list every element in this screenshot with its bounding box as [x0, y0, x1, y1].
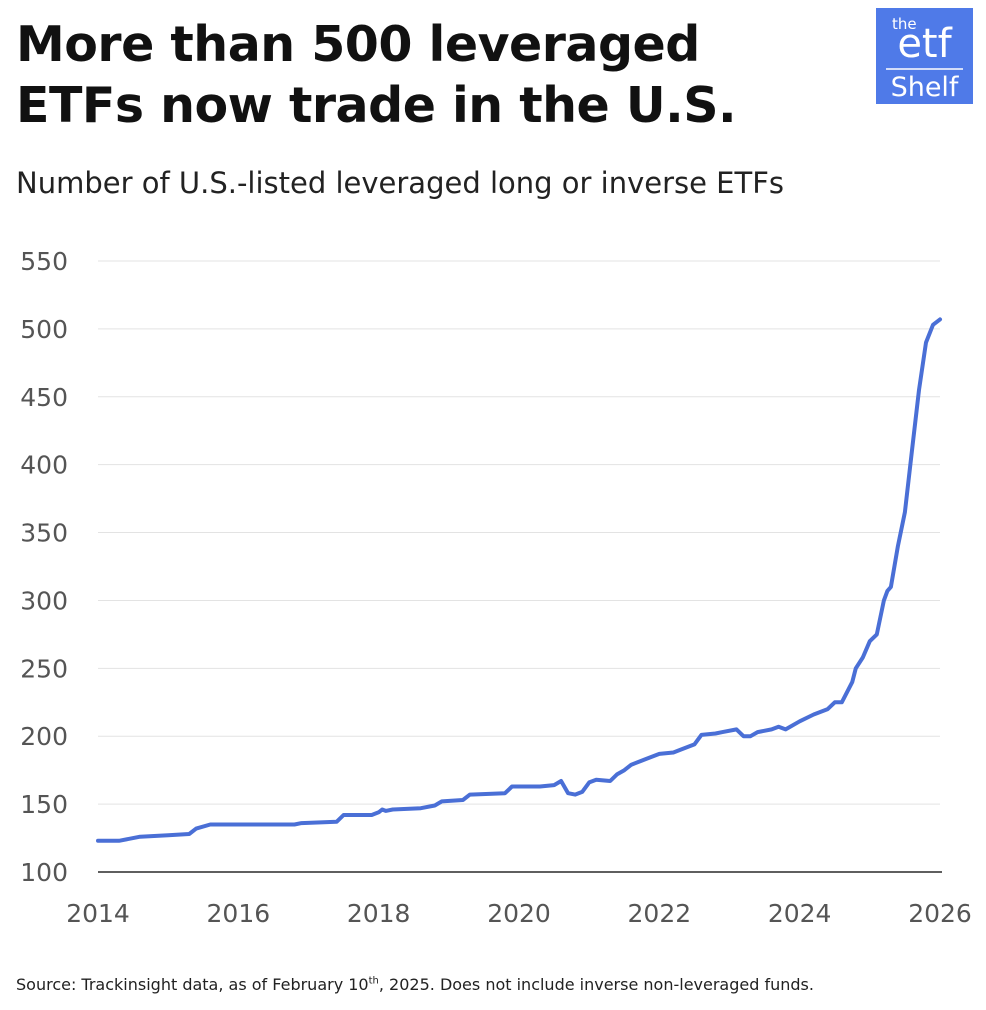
series-layer [96, 317, 942, 843]
chart-title: More than 500 leveraged ETFs now trade i… [16, 14, 737, 136]
source-note: Source: Trackinsight data, as of Februar… [16, 975, 814, 994]
source-superscript: th [368, 975, 379, 987]
x-axis-tick-labels: 2014 2016 2018 2020 2022 2024 2026 [66, 899, 972, 928]
x-tick-label-2024: 2024 [768, 899, 832, 928]
y-tick-label-450: 450 [20, 383, 68, 412]
logo-shelf-text: Shelf [890, 72, 959, 103]
y-tick-label-550: 550 [20, 247, 68, 276]
y-tick-label-100: 100 [20, 858, 68, 887]
y-tick-label-250: 250 [20, 654, 68, 683]
x-tick-label-2016: 2016 [207, 899, 271, 928]
y-tick-label-300: 300 [20, 586, 68, 615]
x-tick-label-2014: 2014 [66, 899, 130, 928]
logo-divider [886, 68, 963, 70]
series-line-0 [96, 317, 942, 843]
y-axis-tick-labels: 100 150 200 250 300 350 400 450 500 550 [20, 247, 68, 887]
source-text-end: , 2025. Does not include inverse non-lev… [378, 975, 814, 994]
y-tick-label-400: 400 [20, 451, 68, 480]
logo-etf-text: etf [897, 21, 952, 67]
x-tick-label-2022: 2022 [628, 899, 692, 928]
logo-the-text: the [892, 15, 917, 33]
x-tick-label-2018: 2018 [347, 899, 411, 928]
y-tick-label-150: 150 [20, 790, 68, 819]
etf-shelf-logo: the etf Shelf [876, 8, 973, 104]
chart-subtitle: Number of U.S.-listed leveraged long or … [16, 166, 785, 200]
chart-title-line-2: ETFs now trade in the U.S. [16, 77, 737, 134]
source-text-start: Source: Trackinsight data, as of Februar… [16, 975, 369, 994]
y-tick-label-350: 350 [20, 519, 68, 548]
gridlines [98, 260, 942, 873]
chart-title-line-1: More than 500 leveraged [16, 16, 700, 73]
x-tick-label-2026: 2026 [908, 899, 972, 928]
x-tick-label-2020: 2020 [487, 899, 551, 928]
y-tick-label-500: 500 [20, 315, 68, 344]
y-tick-label-200: 200 [20, 722, 68, 751]
